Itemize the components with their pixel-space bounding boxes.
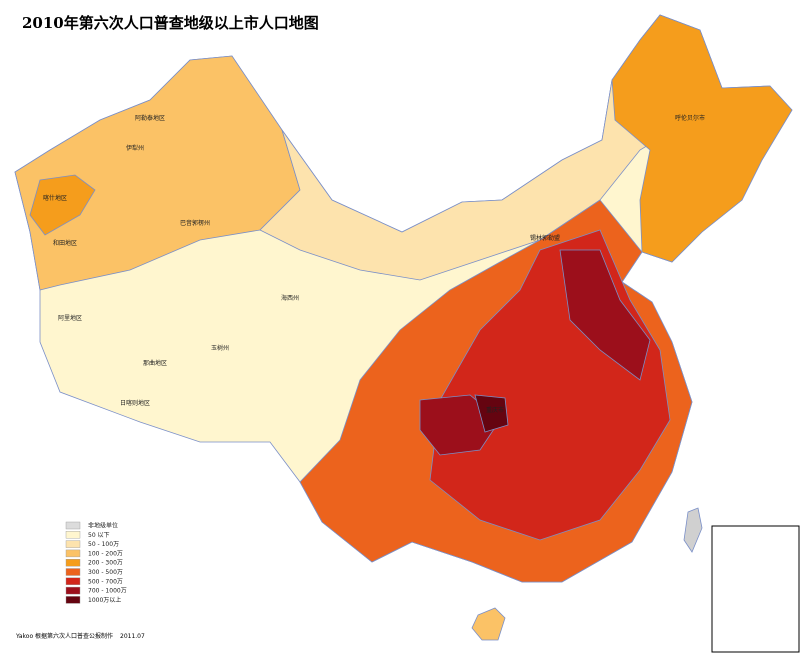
legend-label: 500 - 700万	[88, 578, 123, 585]
china-map	[14, 14, 793, 641]
region-label: 阿里地区	[58, 314, 82, 322]
legend-label: 300 - 500万	[88, 569, 123, 576]
cq-dense	[474, 394, 509, 433]
legend-swatch	[65, 549, 81, 558]
west-orange	[29, 174, 96, 236]
legend-swatch	[65, 577, 81, 585]
legend-swatch	[65, 531, 81, 539]
region-label: 那曲地区	[143, 359, 167, 367]
south-sea-inset	[711, 525, 800, 653]
legend-swatch	[65, 586, 81, 595]
taiwan	[683, 507, 703, 553]
region-label: 海西州	[281, 294, 299, 302]
region-label: 和田地区	[53, 239, 77, 247]
legend: 非地级单位 50 以下 50 - 100万 100 - 200万 200 - 300万 3…	[65, 521, 127, 604]
credit: Yakoo 根据第六次人口普查公报制作	[15, 632, 113, 640]
region-label: 日喀则地区	[120, 399, 150, 407]
region-label: 伊犁州	[126, 144, 144, 152]
legend-swatch	[65, 596, 81, 604]
legend-label: 50 以下	[88, 532, 110, 539]
legend-swatch	[65, 540, 81, 548]
region-label: 巴音郭楞州	[180, 219, 210, 227]
legend-label: 1000万以上	[88, 596, 121, 604]
region-label: 喀什地区	[43, 194, 67, 202]
dense-2	[559, 249, 651, 381]
legend-swatch	[65, 568, 81, 576]
region-label: 呼伦贝尔市	[675, 114, 705, 122]
legend-swatch	[65, 521, 81, 530]
region-label: 阿勒泰地区	[135, 114, 165, 122]
legend-swatch	[65, 559, 81, 567]
hainan	[471, 607, 506, 641]
legend-label: 非地级单位	[88, 522, 118, 530]
northeast	[611, 14, 793, 263]
legend-label: 50 - 100万	[88, 541, 119, 548]
legend-label: 100 - 200万	[88, 550, 123, 557]
region-label: 锡林郭勒盟	[530, 234, 560, 242]
legend-label: 700 - 1000万	[88, 588, 127, 595]
region-label: 玉树州	[211, 344, 229, 352]
title: 2010年第六次人口普查地级以上市人口地图	[22, 14, 319, 32]
region-label: 重庆市	[486, 406, 504, 414]
date: 2011.07	[120, 633, 145, 640]
legend-label: 200 - 300万	[88, 560, 123, 567]
